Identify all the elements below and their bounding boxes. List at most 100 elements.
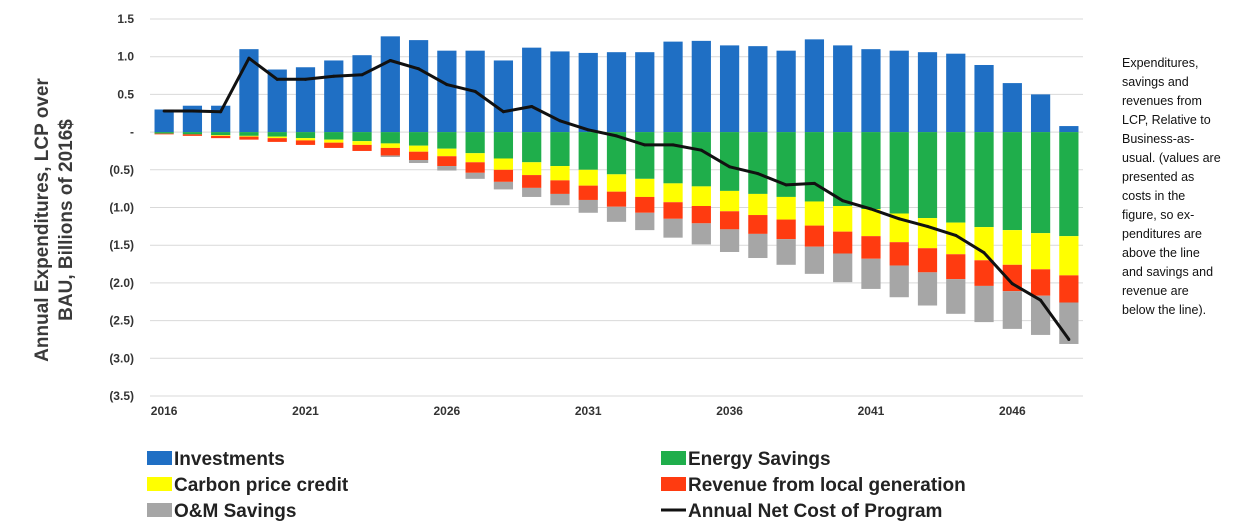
bar-revenue-from-local-generation (182, 134, 203, 136)
bar-carbon-price-credit (493, 158, 514, 170)
bar-carbon-price-credit (946, 222, 966, 255)
bar-investments (889, 50, 909, 133)
bar-investments (748, 46, 768, 133)
net-cost-point (275, 77, 279, 81)
legend-label: Investments (174, 449, 285, 470)
bar-revenue-from-local-generation (606, 191, 627, 207)
bar-energy-savings (182, 132, 203, 135)
bar-o-m-savings (974, 285, 994, 323)
bar-o-m-savings (917, 272, 938, 306)
legend-swatch (661, 477, 686, 491)
net-cost-point (982, 251, 986, 255)
bar-energy-savings (804, 132, 825, 202)
bar-carbon-price-credit (1030, 233, 1051, 270)
y-tick-label: 1.5 (117, 12, 134, 26)
bar-energy-savings (691, 132, 711, 187)
bar-o-m-savings (380, 155, 400, 157)
bar-o-m-savings (550, 193, 570, 206)
bar-carbon-price-credit (606, 174, 627, 192)
bar-energy-savings (324, 132, 344, 140)
bar-carbon-price-credit (663, 183, 683, 203)
bar-o-m-savings (663, 218, 683, 238)
y-tick-label: 1.0 (117, 50, 134, 64)
net-cost-point (926, 224, 929, 228)
bar-energy-savings (154, 132, 174, 134)
net-cost-point (247, 56, 251, 60)
y-tick-label: 0.5 (117, 87, 134, 101)
net-cost-point (1010, 282, 1014, 286)
bar-carbon-price-credit (352, 141, 372, 145)
y-tick-label: (3.5) (109, 389, 134, 403)
bar-carbon-price-credit (691, 186, 711, 206)
bar-investments (408, 40, 429, 133)
bar-carbon-price-credit (295, 138, 316, 141)
legend-swatch (147, 451, 172, 465)
net-cost-line-series (162, 56, 1071, 341)
bar-energy-savings (1059, 132, 1079, 237)
legend-item-carbon-price-credit: Carbon price credit (147, 475, 349, 496)
net-cost-point (162, 109, 166, 113)
net-cost-point (558, 119, 562, 123)
bar-series (154, 36, 1079, 344)
bar-carbon-price-credit (550, 166, 570, 181)
bar-energy-savings (522, 132, 542, 163)
bar-o-m-savings (408, 159, 429, 164)
stacked-bar-chart: 1.5 1.0 0.5 - (0.5) (1.0) (1.5) (2.0) (2.5) (3.0)… (32, 12, 1083, 522)
bar-o-m-savings (719, 229, 740, 252)
bar-investments (550, 51, 570, 133)
bar-revenue-from-local-generation (946, 254, 966, 280)
y-tick-label: (1.0) (109, 201, 134, 215)
bar-carbon-price-credit (917, 218, 938, 249)
bar-revenue-from-local-generation (154, 133, 174, 135)
bar-investments (776, 50, 796, 133)
x-tick-label: 2016 (151, 404, 178, 418)
bar-investments (1030, 94, 1051, 133)
bar-investments (380, 36, 400, 133)
bar-carbon-price-credit (719, 190, 740, 212)
bar-carbon-price-credit (408, 145, 429, 152)
bar-revenue-from-local-generation (748, 215, 768, 234)
bar-revenue-from-local-generation (691, 205, 711, 224)
bar-o-m-savings (748, 233, 768, 259)
net-cost-point (332, 74, 336, 78)
bar-carbon-price-credit (776, 196, 796, 220)
bar-revenue-from-local-generation (352, 144, 372, 151)
net-cost-point (643, 143, 647, 147)
bar-energy-savings (946, 132, 966, 223)
net-cost-point (1067, 337, 1071, 341)
net-cost-point (530, 104, 534, 108)
bar-energy-savings (437, 132, 457, 149)
bar-investments (154, 109, 174, 133)
bar-energy-savings (917, 132, 938, 219)
bar-revenue-from-local-generation (804, 225, 825, 247)
bar-investments (606, 52, 627, 133)
bar-o-m-savings (522, 187, 542, 197)
bar-energy-savings (295, 132, 316, 139)
bar-energy-savings (578, 132, 598, 170)
bar-investments (861, 49, 881, 133)
bar-revenue-from-local-generation (1002, 264, 1022, 292)
bar-energy-savings (550, 132, 570, 167)
x-axis-ticks: 2016 2021 2026 2031 2036 2041 2046 (151, 404, 1026, 418)
bar-revenue-from-local-generation (776, 219, 796, 240)
x-tick-label: 2036 (716, 404, 743, 418)
bar-o-m-savings (437, 166, 457, 171)
bar-carbon-price-credit (1002, 230, 1022, 265)
bar-o-m-savings (578, 199, 598, 213)
bar-revenue-from-local-generation (1030, 269, 1051, 296)
legend-label: Carbon price credit (174, 475, 349, 496)
bar-carbon-price-credit (974, 227, 994, 261)
bar-energy-savings (974, 132, 994, 228)
bar-investments (974, 64, 994, 133)
net-cost-point (869, 207, 873, 211)
bar-revenue-from-local-generation (493, 169, 514, 182)
bar-o-m-savings (493, 181, 514, 190)
net-cost-point (784, 183, 788, 187)
x-tick-label: 2026 (434, 404, 461, 418)
bar-revenue-from-local-generation (917, 248, 938, 273)
bar-revenue-from-local-generation (1059, 275, 1079, 303)
bar-energy-savings (1030, 132, 1051, 234)
y-axis-label-line-1: Annual Expenditures, LCP over (32, 78, 53, 362)
bar-revenue-from-local-generation (550, 180, 570, 194)
bar-investments (324, 60, 344, 133)
